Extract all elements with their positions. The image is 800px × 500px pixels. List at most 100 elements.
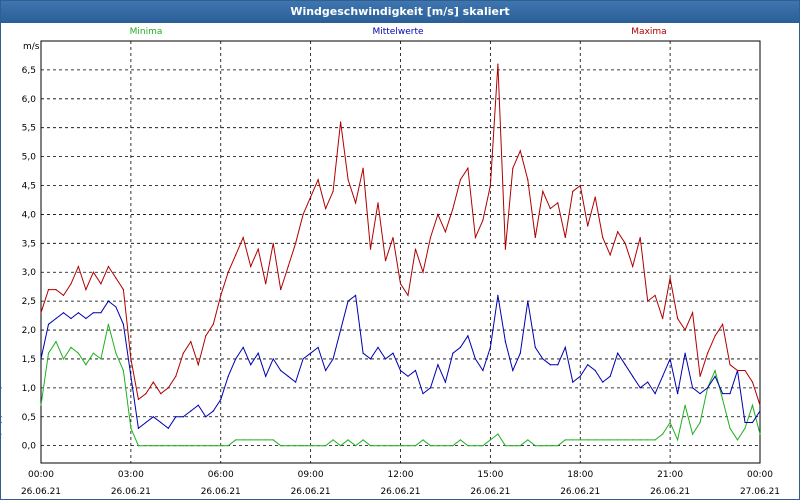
data-point-minima [617, 439, 619, 441]
data-point-mittelwerte [302, 358, 304, 360]
data-point-maxima [594, 196, 596, 198]
data-point-minima [721, 398, 724, 401]
data-point-maxima [339, 121, 342, 123]
data-point-mittelwerte [459, 346, 462, 348]
x-tick-date-label: 26.06.21 [21, 487, 61, 497]
data-point-maxima [257, 248, 259, 250]
data-point-maxima [332, 190, 334, 192]
data-point-mittelwerte [751, 421, 754, 424]
data-point-minima [609, 439, 611, 441]
data-point-minima [205, 445, 207, 447]
data-point-minima [152, 445, 154, 447]
data-point-minima [594, 439, 596, 441]
data-point-maxima [519, 150, 521, 152]
data-point-maxima [721, 323, 724, 325]
data-point-maxima [40, 312, 42, 314]
data-point-maxima [474, 236, 476, 239]
y-tick-label: 4,0 [22, 210, 37, 220]
data-point-maxima [654, 294, 656, 296]
data-point-maxima [392, 236, 394, 239]
data-point-mittelwerte [519, 352, 521, 354]
data-point-mittelwerte [295, 381, 297, 383]
data-point-minima [280, 445, 282, 447]
data-point-mittelwerte [729, 393, 731, 395]
data-point-maxima [414, 248, 417, 250]
data-point-mittelwerte [310, 352, 312, 354]
data-point-maxima [369, 248, 372, 250]
data-point-minima [242, 439, 244, 441]
data-point-maxima [47, 288, 50, 291]
data-point-maxima [759, 404, 761, 406]
x-tick-time-label: 00:00 [28, 470, 54, 480]
data-point-maxima [437, 213, 439, 216]
data-point-maxima [549, 208, 551, 210]
data-point-mittelwerte [205, 416, 207, 418]
data-point-mittelwerte [482, 369, 484, 372]
data-point-maxima [624, 242, 626, 244]
y-tick-label: 2,5 [22, 297, 36, 307]
data-point-maxima [459, 179, 462, 181]
data-point-maxima [527, 179, 529, 181]
data-point-mittelwerte [744, 421, 746, 424]
data-point-maxima [377, 202, 379, 204]
data-point-mittelwerte [92, 312, 95, 314]
data-point-mittelwerte [564, 346, 566, 348]
data-point-mittelwerte [137, 427, 139, 429]
wind-speed-chart: m/s 0,0 0,5 1,0 1,5 2,0 2,5 3,0 3,5 4,0 4,5 5,0 5,5… [1, 23, 799, 499]
data-point-mittelwerte [167, 427, 169, 429]
data-point-maxima [662, 317, 664, 320]
data-point-maxima [287, 265, 289, 268]
data-point-minima [512, 445, 514, 447]
data-point-maxima [302, 213, 304, 216]
data-point-maxima [354, 202, 357, 204]
data-point-mittelwerte [152, 416, 154, 418]
data-point-maxima [115, 277, 117, 279]
y-tick-label: 6,0 [22, 95, 37, 105]
x-tick-time-label: 21:00 [657, 470, 683, 480]
data-point-mittelwerte [235, 358, 237, 360]
data-point-mittelwerte [512, 369, 514, 372]
window-title: Windgeschwindigkeit [m/s] skaliert [1, 1, 799, 23]
data-point-minima [295, 445, 297, 447]
data-point-mittelwerte [474, 358, 476, 360]
data-point-minima [557, 445, 559, 447]
data-point-mittelwerte [182, 416, 184, 418]
data-point-minima [647, 439, 649, 441]
data-point-maxima [220, 294, 222, 296]
x-tick-date-label: 26.06.21 [291, 487, 331, 497]
data-point-mittelwerte [1, 416, 2, 418]
data-point-maxima [497, 63, 499, 65]
data-point-mittelwerte [85, 317, 87, 320]
data-point-minima [1, 433, 2, 435]
data-point-minima [47, 352, 50, 354]
data-point-mittelwerte [317, 346, 319, 348]
data-point-maxima [347, 179, 349, 181]
x-tick-time-label: 15:00 [477, 470, 503, 480]
x-tick-time-label: 06:00 [208, 470, 234, 480]
data-point-minima [377, 445, 379, 447]
data-point-minima [474, 445, 476, 447]
data-point-maxima [122, 288, 124, 291]
data-point-mittelwerte [632, 375, 634, 377]
data-point-maxima [557, 202, 559, 204]
data-point-maxima [602, 236, 604, 239]
plot-background [1, 23, 799, 499]
data-point-minima [736, 439, 739, 441]
data-point-minima [190, 445, 192, 447]
data-point-maxima [609, 254, 611, 256]
data-point-minima [354, 445, 357, 447]
data-point-minima [160, 445, 162, 447]
data-point-minima [339, 445, 342, 447]
data-point-maxima [587, 225, 589, 227]
data-point-maxima [399, 283, 402, 285]
data-point-maxima [489, 184, 491, 187]
data-point-maxima [579, 184, 581, 187]
data-point-mittelwerte [392, 352, 394, 354]
data-point-maxima [197, 364, 199, 366]
data-point-maxima [265, 283, 267, 285]
data-point-maxima [632, 265, 634, 268]
data-point-mittelwerte [212, 410, 214, 412]
y-tick-label: 4,5 [22, 182, 36, 192]
data-point-maxima [744, 369, 746, 372]
